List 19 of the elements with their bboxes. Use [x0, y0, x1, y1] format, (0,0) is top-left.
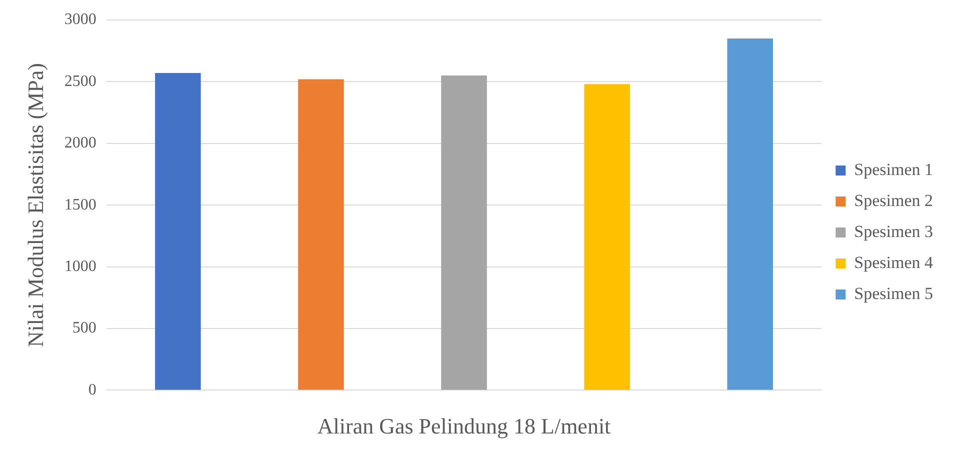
- bar: [155, 73, 201, 390]
- y-axis-title: Nilai Modulus Elastisitas (MPa): [22, 63, 48, 348]
- y-tick-label: 2000: [64, 134, 96, 152]
- y-tick-label: 1500: [64, 196, 96, 214]
- y-tick-label: 1000: [64, 258, 96, 276]
- bar: [441, 76, 487, 390]
- y-tick-label: 0: [88, 381, 96, 398]
- legend-label: Spesimen 5: [854, 284, 933, 303]
- y-tick-label: 2500: [64, 72, 96, 90]
- legend-label: Spesimen 2: [854, 190, 933, 210]
- legend-label: Spesimen 3: [854, 222, 933, 241]
- bar: [727, 38, 774, 390]
- x-axis-title: Aliran Gas Pelindung 18 L/menit: [317, 414, 611, 439]
- legend-label: Spesimen 1: [854, 160, 933, 179]
- y-tick-label: 3000: [64, 11, 96, 28]
- legend-label: Spesimen 4: [854, 252, 934, 272]
- bar: [298, 79, 344, 390]
- y-tick-label: 500: [72, 320, 96, 337]
- bar: [584, 84, 630, 390]
